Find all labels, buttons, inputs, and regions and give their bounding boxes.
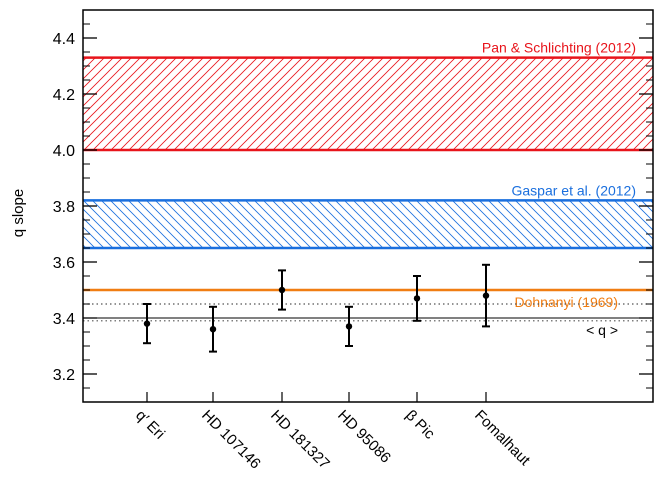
reference-line-label-1: < q > bbox=[586, 322, 618, 338]
y-axis-label: q slope bbox=[10, 189, 27, 237]
y-tick-label-1: 3.4 bbox=[53, 311, 75, 328]
x-tick-label-1: HD 107146 bbox=[198, 407, 264, 473]
band-fill-1 bbox=[83, 200, 653, 248]
data-point-5 bbox=[482, 292, 490, 299]
x-tick-label-5: Fomalhaut bbox=[471, 407, 534, 470]
x-tick-label-0: q′ Eri bbox=[132, 407, 168, 443]
plot-area: Pan & Schlichting (2012) Gaspar et al. (2… bbox=[53, 9, 654, 473]
y-tick-label-0: 3.2 bbox=[53, 367, 75, 384]
x-tick-label-2: HD 181327 bbox=[267, 407, 333, 473]
x-tick-label-3: HD 95086 bbox=[334, 407, 394, 467]
y-tick-label-4: 4.0 bbox=[53, 143, 75, 160]
y-tick-label-3: 3.8 bbox=[53, 199, 75, 216]
y-tick-label-5: 4.2 bbox=[53, 87, 75, 104]
y-tick-label-2: 3.6 bbox=[53, 255, 75, 272]
reference-line-label-0: Dohnanyi (1969) bbox=[514, 294, 618, 310]
data-point-3 bbox=[345, 323, 353, 330]
data-point-0 bbox=[143, 320, 151, 327]
data-point-4 bbox=[413, 295, 421, 302]
data-point-1 bbox=[209, 326, 217, 333]
band-label-1: Gaspar et al. (2012) bbox=[511, 182, 636, 198]
x-tick-label-4: β Pic bbox=[402, 407, 438, 443]
data-point-2 bbox=[278, 286, 286, 294]
band-fill-0 bbox=[83, 57, 653, 150]
band-label-0: Pan & Schlichting (2012) bbox=[482, 40, 636, 56]
y-tick-label-6: 4.4 bbox=[53, 31, 75, 48]
